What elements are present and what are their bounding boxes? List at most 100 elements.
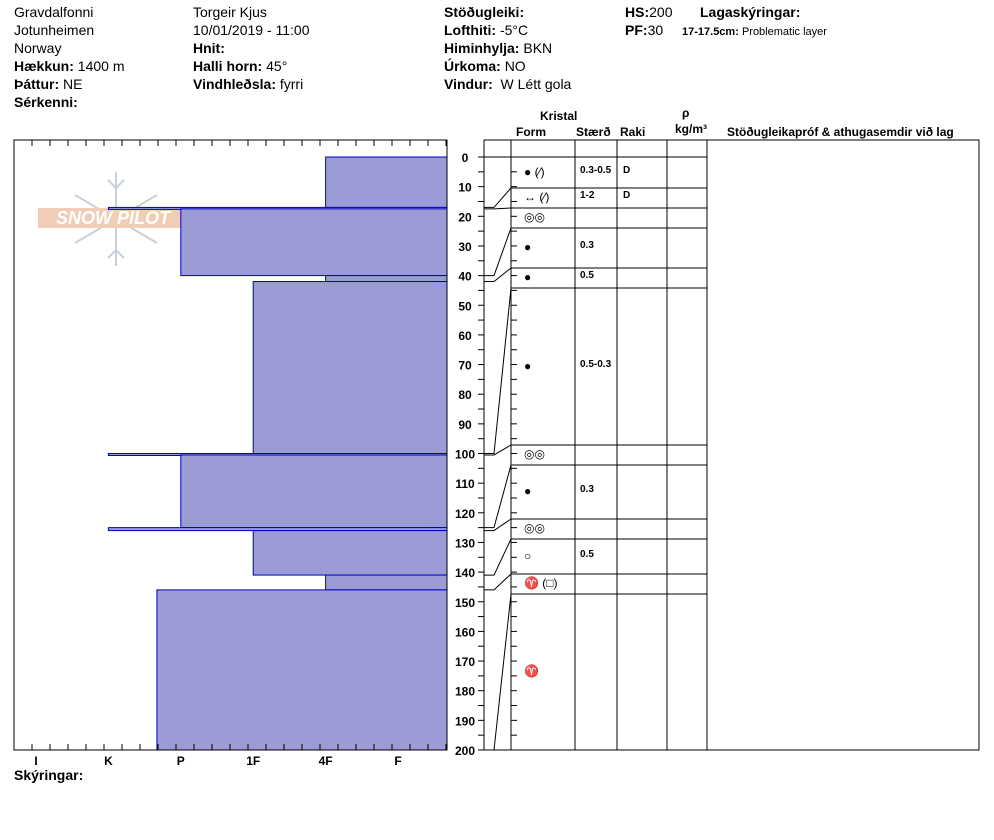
row-form: ◎◎ xyxy=(524,447,545,461)
form-header: Form xyxy=(516,125,546,139)
hardness-bar xyxy=(325,574,448,591)
comments-header: Stöðugleikapróf & athugasemdir við lag xyxy=(727,125,954,139)
y-tick-label: 190 xyxy=(455,714,475,728)
layer-connector xyxy=(484,593,512,751)
layer-note-text: Problematic layer xyxy=(741,26,827,38)
wind-label: Vindur: xyxy=(444,76,493,92)
row-form: ◎◎ xyxy=(524,521,545,535)
air-temp-label: Lofthiti: xyxy=(444,22,497,38)
hardness-bar xyxy=(252,530,448,576)
moisture-header: Raki xyxy=(620,125,646,139)
row-size: 0.3 xyxy=(580,484,594,495)
layer-connector xyxy=(484,573,512,591)
air-temp: Lofthiti: -5°C xyxy=(444,22,528,38)
y-tick-label: 130 xyxy=(455,536,475,550)
hardness-bar xyxy=(156,589,448,751)
pf: PF:30 xyxy=(625,22,663,38)
row-form: ● xyxy=(524,270,532,284)
slope-value: 45° xyxy=(266,58,288,74)
sky: Himinhylja: BKN xyxy=(444,40,552,56)
features-label: Sérkenni: xyxy=(14,94,78,110)
x-tick-label: 4F xyxy=(319,754,333,768)
row-size: 0.3 xyxy=(580,240,594,251)
hardness-bar xyxy=(252,281,448,454)
y-tick-label: 180 xyxy=(455,685,475,699)
elevation: Hækkun: 1400 m xyxy=(14,58,125,74)
wind: Vindur: W Létt gola xyxy=(444,76,571,92)
layer-note-depth: 17-17.5cm: xyxy=(682,26,739,38)
x-tick-label: 1F xyxy=(246,754,260,768)
x-tick-label: P xyxy=(177,754,185,768)
y-tick-label: 10 xyxy=(458,181,472,195)
row-form: ● xyxy=(524,240,532,254)
y-tick-label: 60 xyxy=(458,329,472,343)
logo-text: SNOW PILOT xyxy=(38,208,188,228)
row-form: ● xyxy=(524,358,532,373)
row-size: 1-2 xyxy=(580,190,595,201)
observer: Torgeir Kjus xyxy=(193,4,267,20)
row-size: 0.5-0.3 xyxy=(580,358,612,370)
hs: HS:200 xyxy=(625,4,672,20)
layer-connector xyxy=(484,444,512,456)
layer-connector xyxy=(484,518,512,532)
sky-label: Himinhylja: xyxy=(444,40,520,56)
row-form: ♈ (□) xyxy=(524,576,558,590)
y-tick-label: 120 xyxy=(455,507,475,521)
sky-value: BKN xyxy=(523,40,553,56)
y-tick-label: 30 xyxy=(458,240,472,254)
y-tick-label: 50 xyxy=(458,299,472,313)
y-tick-label: 0 xyxy=(462,151,469,165)
y-tick-label: 160 xyxy=(455,625,475,639)
precip: Úrkoma: NO xyxy=(444,58,526,74)
row-moisture: D xyxy=(623,164,631,176)
row-form: ● (⁄) xyxy=(524,164,545,179)
row-size: 0.3-0.5 xyxy=(580,164,612,176)
layer-connector xyxy=(484,207,512,210)
pf-label: PF: xyxy=(625,22,648,38)
x-tick-label: F xyxy=(394,754,401,768)
aspect-value: NE xyxy=(63,76,83,92)
aspect-label: Þáttur: xyxy=(14,76,60,92)
row-form: ♈ xyxy=(524,664,539,678)
location: Gravdalfonni xyxy=(14,4,94,20)
x-tick-label: I xyxy=(34,754,37,768)
stability-label: Stöðugleiki: xyxy=(444,4,525,20)
density-unit-header: kg/m³ xyxy=(675,122,708,136)
row-size: 0.5 xyxy=(580,548,594,560)
hardness-bar xyxy=(325,156,448,208)
layer-connector xyxy=(484,227,512,277)
size-header: Stærð xyxy=(576,125,611,139)
elevation-label: Hækkun: xyxy=(14,58,74,74)
table-frame xyxy=(483,139,980,751)
snowpilot-logo: SNOW PILOT xyxy=(38,170,198,270)
layer-connector xyxy=(484,267,512,283)
hs-label: HS: xyxy=(625,4,650,20)
coords-label: Hnit: xyxy=(193,40,225,56)
row-form: ○ xyxy=(524,548,532,563)
precip-value: NO xyxy=(504,58,526,74)
legend-label: Skýringar: xyxy=(14,767,84,783)
hardness-bar xyxy=(325,275,448,283)
hs-value: 200 xyxy=(649,4,673,20)
wind-value: W Létt gola xyxy=(500,76,572,92)
aspect: Þáttur: NE xyxy=(14,76,82,92)
precip-label: Úrkoma: xyxy=(444,58,501,74)
layer-connector xyxy=(484,538,512,576)
kristal-header: Kristal xyxy=(540,109,578,123)
wind-loading: Vindhleðsla: fyrri xyxy=(193,76,303,92)
row-form: ↔ (⁄) xyxy=(524,190,550,204)
y-tick-label: 110 xyxy=(455,477,475,491)
country: Norway xyxy=(14,40,62,56)
wind-loading-value: fyrri xyxy=(279,76,304,92)
y-tick-label: 100 xyxy=(455,448,475,462)
y-tick-label: 70 xyxy=(458,359,472,373)
layer-notes-label: Lagaskýringar: xyxy=(700,4,801,20)
rho-header: ρ xyxy=(682,106,690,120)
y-tick-label: 140 xyxy=(455,566,475,580)
air-temp-value: -5°C xyxy=(499,22,529,38)
hardness-bar xyxy=(180,208,448,277)
x-tick-label: K xyxy=(104,754,113,768)
row-form: ● xyxy=(524,484,532,498)
range: Jotunheimen xyxy=(14,22,95,38)
